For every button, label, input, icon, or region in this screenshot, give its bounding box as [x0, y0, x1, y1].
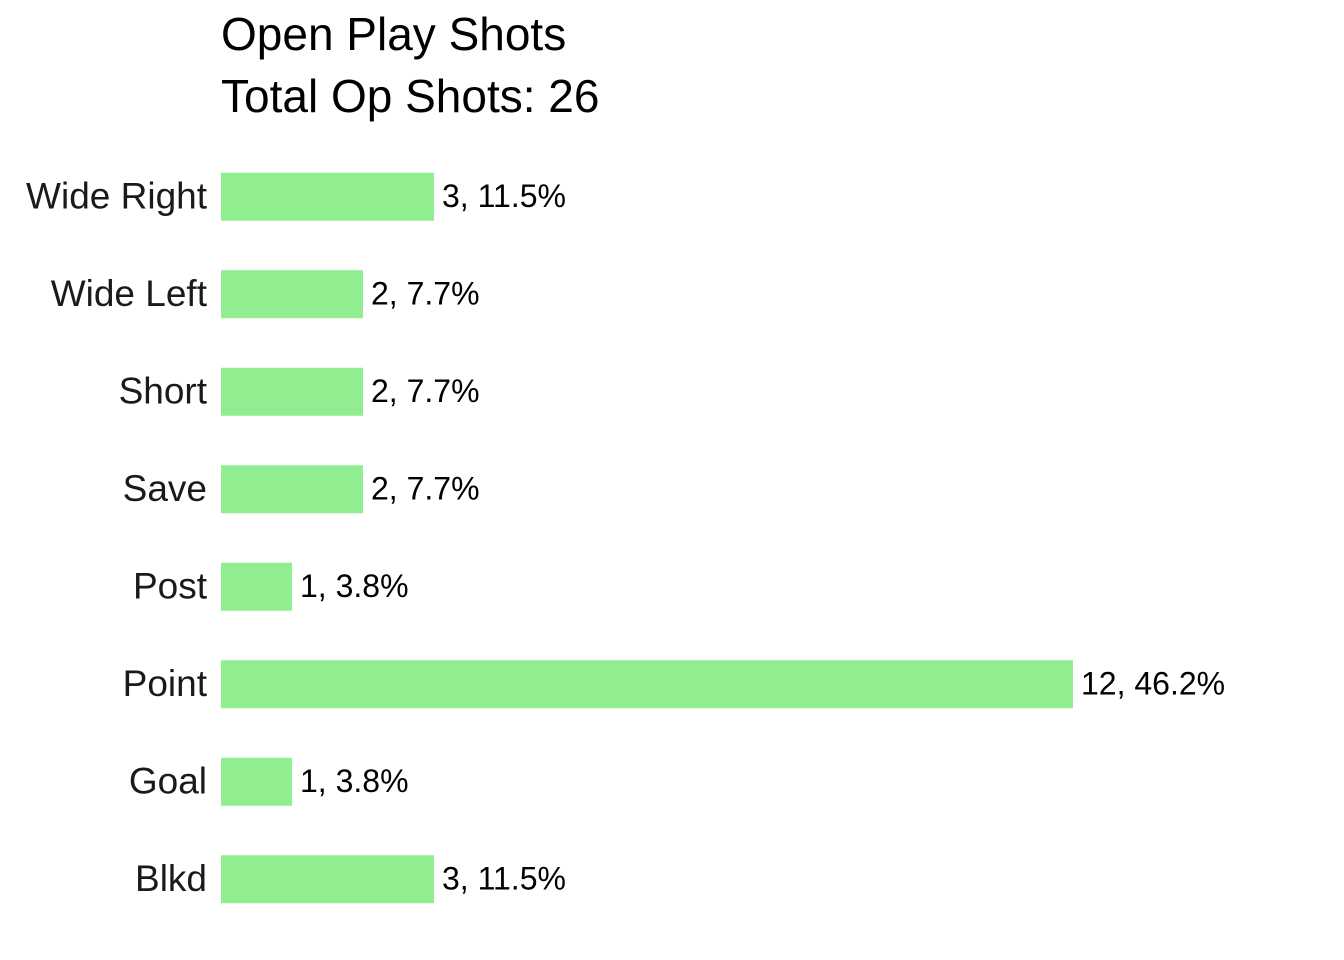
value-label: 12, 46.2% [1081, 666, 1225, 702]
value-label: 2, 7.7% [371, 373, 480, 409]
bar [221, 172, 434, 221]
y-tick-label: Point [123, 663, 208, 704]
bar [221, 660, 1073, 709]
value-label: 1, 3.8% [300, 568, 409, 604]
y-tick-label: Save [123, 468, 207, 509]
chart-title: Open Play Shots [221, 8, 566, 60]
value-label: 2, 7.7% [371, 276, 480, 312]
value-label: 2, 7.7% [371, 471, 480, 507]
bar [221, 270, 363, 319]
value-label: 3, 11.5% [442, 861, 566, 897]
y-tick-label: Blkd [135, 858, 207, 899]
y-tick-label: Wide Left [51, 273, 208, 314]
bar [221, 367, 363, 416]
y-tick-label: Short [119, 371, 208, 412]
y-tick-label: Wide Right [26, 176, 208, 217]
bar [221, 465, 363, 514]
y-tick-label: Post [133, 566, 208, 607]
value-label: 3, 11.5% [442, 178, 566, 214]
y-tick-label: Goal [129, 761, 207, 802]
bar [221, 855, 434, 904]
chart-subtitle: Total Op Shots: 26 [221, 70, 599, 122]
bar [221, 757, 292, 806]
value-label: 1, 3.8% [300, 763, 409, 799]
bar [221, 562, 292, 611]
